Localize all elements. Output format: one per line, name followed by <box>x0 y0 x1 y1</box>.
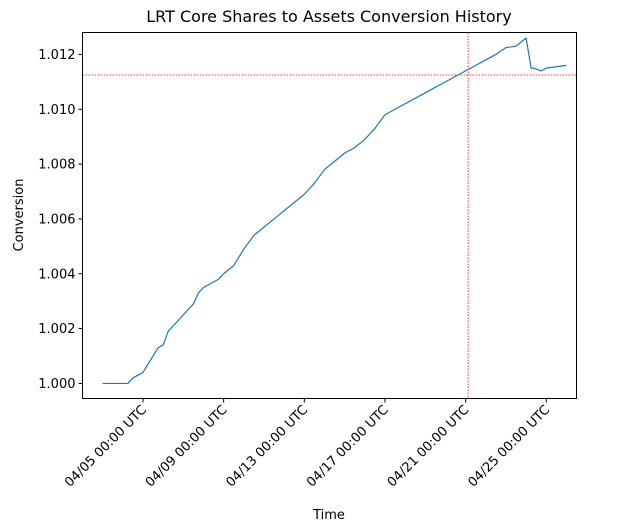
series-line-0 <box>102 37 567 385</box>
x-axis-label: Time <box>312 508 345 523</box>
y-tick-label: 1.000 <box>38 377 75 392</box>
x-tick-label: 04/17 00:00 UTC <box>304 403 392 491</box>
reference-lines <box>82 32 577 399</box>
x-tick-label: 04/05 00:00 UTC <box>62 403 150 491</box>
x-tick-label: 04/09 00:00 UTC <box>143 403 231 491</box>
y-axis-ticks: 1.000 1.002 1.004 1.006 1.008 1.010 1.012 <box>38 48 83 392</box>
x-tick-label: 04/25 00:00 UTC <box>465 403 553 491</box>
y-tick-label: 1.010 <box>38 103 75 118</box>
x-tick-label: 04/13 00:00 UTC <box>223 403 311 491</box>
x-tick-label: 04/21 00:00 UTC <box>385 403 473 491</box>
plot-area <box>82 32 577 399</box>
y-tick-label: 1.012 <box>38 48 75 63</box>
plot-frame <box>82 32 577 399</box>
y-tick-label: 1.004 <box>38 267 75 282</box>
chart-title: LRT Core Shares to Assets Conversion His… <box>146 7 511 26</box>
y-tick-label: 1.008 <box>38 158 75 173</box>
y-tick-label: 1.002 <box>38 322 75 337</box>
y-tick-label: 1.006 <box>38 212 75 227</box>
series-group <box>102 37 567 385</box>
y-axis-label: Conversion <box>12 179 27 252</box>
